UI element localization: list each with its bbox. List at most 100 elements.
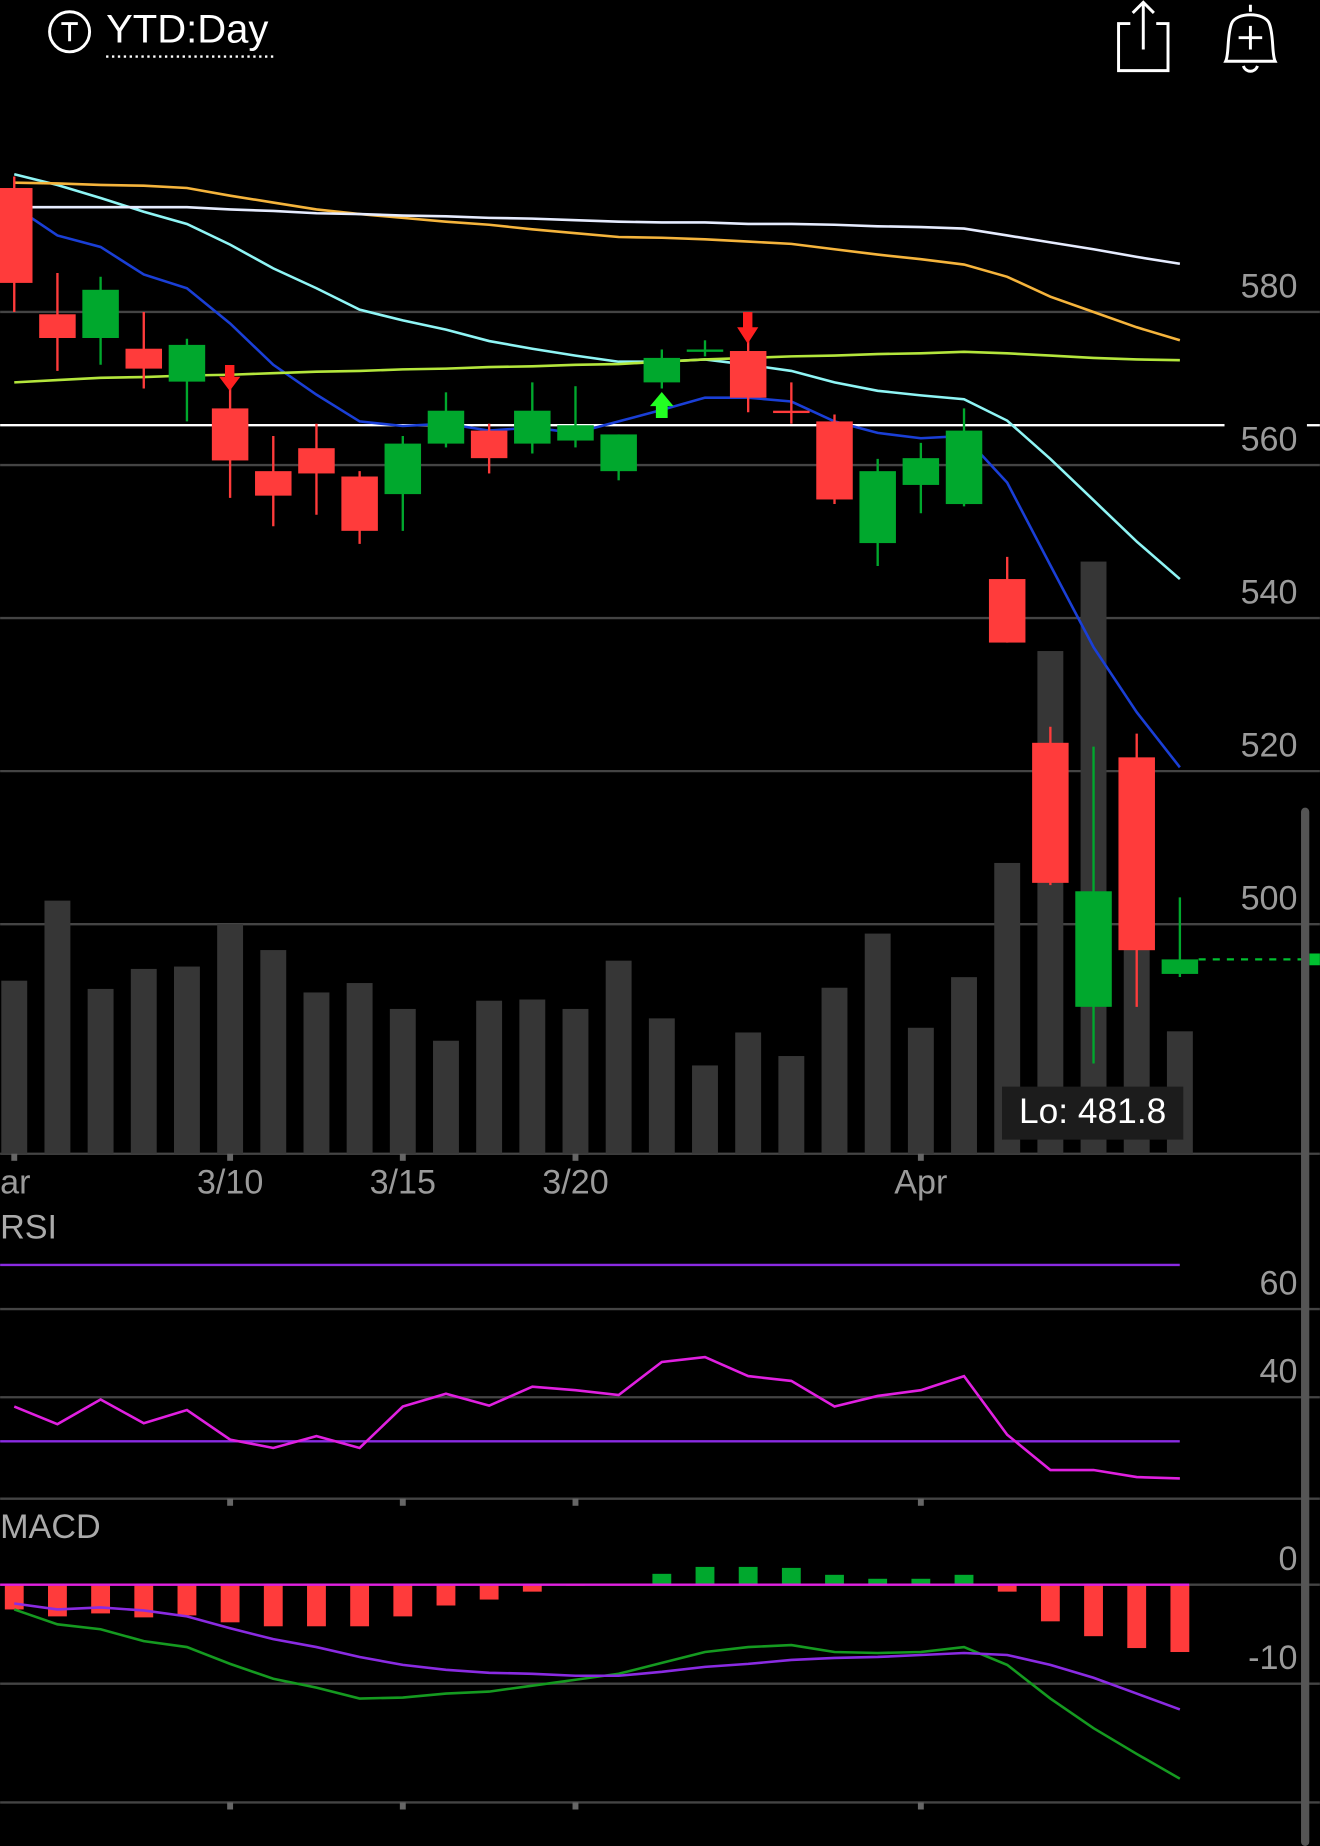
ticker-icon-glyph [61, 22, 78, 42]
volume-bar [217, 924, 244, 1154]
volume-bar [519, 999, 546, 1154]
volume-bar [476, 1000, 503, 1154]
candle-body [686, 349, 724, 352]
histogram-bar [48, 1584, 67, 1617]
volume-bar [562, 1008, 589, 1154]
histogram-bar [997, 1584, 1017, 1592]
volume-bar [346, 983, 373, 1154]
volume-bar [87, 988, 114, 1154]
candle-body [1161, 959, 1199, 974]
series-line [14, 205, 1181, 266]
panel-title: RSI [0, 1209, 57, 1247]
volume-bar [821, 987, 848, 1154]
series-line [14, 350, 1180, 384]
y-tick-label: 0 [1279, 1540, 1298, 1578]
histogram-bar [220, 1584, 240, 1623]
candle-body [255, 471, 292, 496]
histogram-bar [1170, 1584, 1190, 1653]
volume-bar [44, 900, 71, 1154]
candle-body [427, 410, 465, 444]
y-tick-label: 60 [1260, 1265, 1298, 1303]
histogram-bar [1040, 1584, 1060, 1622]
histogram-bar [911, 1578, 931, 1585]
last-price-marker [1309, 953, 1320, 966]
signal-arrows [219, 311, 759, 418]
share-arrow [1131, 0, 1155, 50]
sell-signal [219, 364, 241, 391]
volume-bar [260, 950, 287, 1154]
volume-bar [692, 1065, 718, 1154]
histogram-bar [1084, 1584, 1103, 1637]
candle-body [816, 421, 853, 500]
candle-body [341, 476, 378, 531]
histogram-bar [1127, 1584, 1147, 1649]
y-tick-label: 580 [1241, 267, 1298, 305]
candle-body [729, 351, 767, 398]
series-line [14, 1602, 1181, 1711]
volume-bar [778, 1056, 805, 1154]
x-tick-label: Apr [894, 1163, 947, 1201]
panel-title: MACD [0, 1508, 100, 1546]
timeframe-button[interactable]: YTD:Day [48, 7, 275, 58]
candle-body [39, 314, 76, 339]
histogram-bar [263, 1584, 283, 1627]
candle-body [168, 344, 206, 382]
volume-bar [433, 1040, 459, 1154]
bell-icon [1223, 13, 1278, 63]
candle-body [470, 430, 508, 459]
volume-bar [389, 1008, 416, 1154]
volume-bar [951, 977, 977, 1154]
y-tick-label: 500 [1241, 880, 1298, 918]
histogram-bar [781, 1567, 801, 1585]
volume-bar [735, 1032, 762, 1154]
candle-body [211, 408, 249, 461]
candle-body [1075, 891, 1112, 1007]
alert-button[interactable] [1223, 4, 1278, 73]
histogram-bar [695, 1566, 715, 1585]
scrollbar[interactable] [1301, 807, 1310, 1846]
x-tick-label: 3/15 [370, 1163, 436, 1201]
candle-body [600, 434, 637, 472]
histogram-bar [350, 1584, 370, 1627]
histogram-bar [91, 1584, 111, 1614]
candle-body [298, 448, 335, 474]
x-tick-label: 3/20 [542, 1163, 608, 1201]
y-tick-label: 540 [1241, 574, 1298, 612]
candle-body [82, 289, 119, 339]
series-line [13, 1355, 1180, 1480]
candle-body [902, 458, 940, 485]
volume-bar [907, 1027, 934, 1154]
candle-body [1118, 757, 1155, 951]
candle-body [557, 425, 594, 441]
candle-body [514, 410, 551, 444]
annotation-box [1002, 1086, 1184, 1140]
y-tick-label: 560 [1241, 421, 1298, 459]
histogram-bar [436, 1584, 456, 1606]
volume-bar [864, 933, 891, 1154]
annotation: Lo: 481.8 [1019, 1092, 1166, 1131]
volume-bar [605, 960, 632, 1154]
y-tick-label: 40 [1260, 1353, 1298, 1391]
histogram-bar [738, 1566, 758, 1585]
histogram-bar [868, 1578, 888, 1585]
x-tick-label: ar [0, 1163, 30, 1201]
volume-bar [1037, 651, 1064, 1154]
histogram-bar [652, 1573, 672, 1585]
series-line [14, 181, 1181, 342]
share-button[interactable] [1117, 0, 1170, 73]
volume-bar [303, 992, 330, 1154]
candle-body [643, 357, 681, 383]
y-tick-label: 520 [1241, 727, 1298, 765]
share-icon [1117, 22, 1170, 73]
series-line [13, 172, 1181, 581]
candle-body [859, 471, 896, 544]
histogram-bar [954, 1574, 974, 1585]
volume-bar [648, 1018, 675, 1154]
volume-bar [130, 968, 157, 1154]
sell-signal [737, 311, 759, 344]
x-tick-label: 3/10 [197, 1163, 263, 1201]
buy-signal [649, 392, 674, 418]
candle-body [988, 579, 1026, 643]
